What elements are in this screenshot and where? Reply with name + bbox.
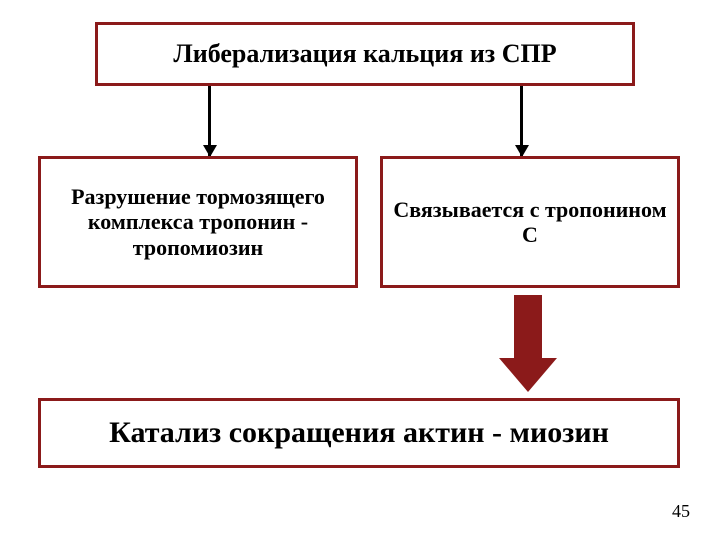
- box-left-text: Разрушение тормозящего комплекса тропони…: [51, 184, 345, 260]
- connector-right: [520, 86, 523, 156]
- big-arrow-head: [499, 358, 557, 392]
- connector-left: [208, 86, 211, 156]
- box-bottom-text: Катализ сокращения актин - миозин: [109, 416, 609, 451]
- diagram-stage: Либерализация кальция из СПР Разрушение …: [0, 0, 720, 540]
- box-top: Либерализация кальция из СПР: [95, 22, 635, 86]
- page-number: 45: [672, 501, 690, 522]
- box-bottom: Катализ сокращения актин - миозин: [38, 398, 680, 468]
- box-top-text: Либерализация кальция из СПР: [173, 39, 556, 69]
- box-right: Связывается с тропонином С: [380, 156, 680, 288]
- box-left: Разрушение тормозящего комплекса тропони…: [38, 156, 358, 288]
- big-arrow-shaft: [514, 295, 542, 360]
- box-right-text: Связывается с тропонином С: [393, 197, 667, 248]
